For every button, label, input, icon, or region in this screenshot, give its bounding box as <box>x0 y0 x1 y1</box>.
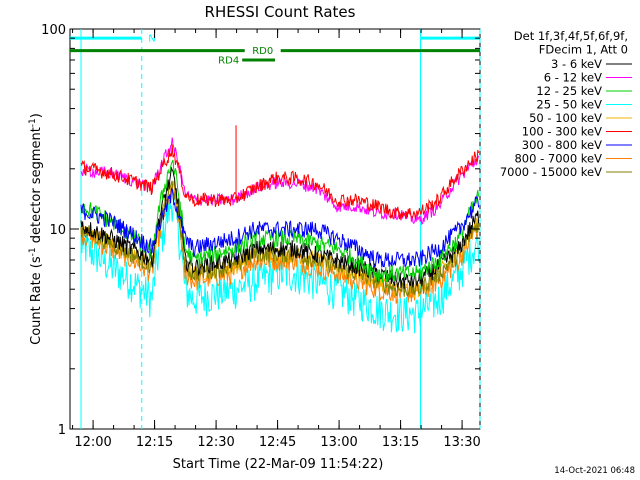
legend-entry-label: 12 - 25 keV <box>536 84 602 98</box>
legend-entry-label: 3 - 6 keV <box>551 57 602 71</box>
generation-timestamp: 14-Oct-2021 06:48 <box>554 466 635 476</box>
legend-entry-label: 100 - 300 keV <box>522 125 602 139</box>
decimation-label: RD0 <box>252 46 273 57</box>
y-tick-label: 100 <box>41 23 66 38</box>
legend-entry-label: 300 - 800 keV <box>522 138 602 152</box>
plot-area <box>69 28 481 430</box>
y-tick-label: 10 <box>49 223 66 238</box>
legend-header: Det 1f,3f,4f,5f,6f,9f, <box>514 29 628 43</box>
legend-entry-label: 7000 - 15000 keV <box>500 165 602 179</box>
x-tick-label: 12:45 <box>259 435 296 450</box>
series-lines <box>80 125 480 334</box>
time-markers <box>80 29 481 429</box>
decimation-label: RD4 <box>218 55 239 66</box>
x-tick-label: 12:15 <box>136 435 173 450</box>
legend: Det 1f,3f,4f,5f,6f,9f,FDecim 1, Att 03 -… <box>500 29 632 179</box>
legend-entry-label: 25 - 50 keV <box>536 98 602 112</box>
status-bars: N RD0 RD4 <box>70 34 480 66</box>
x-tick-label: 12:00 <box>74 435 111 450</box>
series-line <box>80 182 480 305</box>
series-line <box>80 166 480 289</box>
x-tick-label: 13:00 <box>320 435 357 450</box>
y-axis-label: Count Rate (s-1 detector segment-1) <box>28 113 44 345</box>
y-tick-label: 1 <box>58 423 66 438</box>
legend-header: FDecim 1, Att 0 <box>539 43 628 57</box>
legend-entry-label: 800 - 7000 keV <box>514 152 602 166</box>
chart-title: RHESSI Count Rates <box>205 3 356 21</box>
x-axis-label: Start Time (22-Mar-09 11:54:22) <box>173 457 384 472</box>
x-tick-label: 13:15 <box>382 435 419 450</box>
series-line <box>80 187 480 268</box>
x-tick-label: 12:30 <box>197 435 234 450</box>
legend-entry-label: 6 - 12 keV <box>544 71 602 85</box>
series-line <box>80 196 480 334</box>
attenuator-label: N <box>148 34 155 45</box>
legend-entry-label: 50 - 100 keV <box>529 111 602 125</box>
axis-ticks: 1 10 100 12:00 12:15 12:30 12:45 13:00 13:15 13:3… <box>41 23 481 450</box>
x-tick-label: 13:30 <box>443 435 480 450</box>
series-line <box>80 144 480 220</box>
